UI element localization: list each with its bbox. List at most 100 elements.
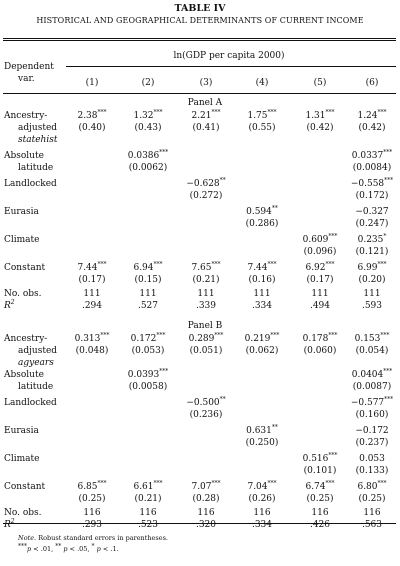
coefficient-cell: 6.92*** xyxy=(305,261,335,273)
row-label: Absolute xyxy=(4,370,44,380)
row-label: Ancestry- xyxy=(4,334,48,344)
panel-label: Panel A xyxy=(187,98,223,108)
coefficient-cell: 0.153*** xyxy=(354,332,390,344)
coefficient-cell: 1.24*** xyxy=(357,109,387,121)
coefficient-cell: 6.94*** xyxy=(133,261,163,273)
std-error-cell: (0.40) xyxy=(78,123,106,133)
coefficient-cell: 0.631** xyxy=(246,424,278,436)
std-error-cell: (0.048) xyxy=(75,346,109,356)
coefficient-cell: 0.0386*** xyxy=(127,149,169,161)
coefficient-cell: 0.053 xyxy=(359,454,385,464)
nobs-cell: 111 xyxy=(197,289,215,299)
dep-var-label-2: var. xyxy=(18,74,35,84)
std-error-cell: (0.25) xyxy=(306,494,334,504)
std-error-cell: (0.0062) xyxy=(128,163,168,173)
std-error-cell: (0.16) xyxy=(248,275,276,285)
table-note: Note. Robust standard errors in parenthe… xyxy=(18,534,168,542)
r-squared-cell: .293 xyxy=(81,520,103,530)
nobs-cell: 116 xyxy=(83,508,101,518)
coefficient-cell: 0.219*** xyxy=(244,332,280,344)
std-error-cell: (0.41) xyxy=(192,123,220,133)
std-error-cell: (0.051) xyxy=(189,346,223,356)
std-error-cell: (0.121) xyxy=(355,247,389,257)
spanner-rule xyxy=(66,66,396,67)
coefficient-cell: −0.500** xyxy=(186,396,226,408)
coefficient-cell: 0.609*** xyxy=(302,233,338,245)
r-squared-cell: .563 xyxy=(361,520,383,530)
row-label: latitude xyxy=(18,163,54,173)
coefficient-cell: 7.65*** xyxy=(191,261,221,273)
coefficient-cell: −0.628** xyxy=(186,177,226,189)
std-error-cell: (0.28) xyxy=(192,494,220,504)
spanner-header: ln(GDP per capita 2000) xyxy=(173,51,285,61)
std-error-cell: (0.0058) xyxy=(128,382,168,392)
column-header: (1) xyxy=(85,78,99,88)
coefficient-cell: 7.44*** xyxy=(247,261,277,273)
coefficient-cell: −0.172 xyxy=(355,426,389,436)
nobs-cell: 111 xyxy=(139,289,157,299)
r-squared-cell: .494 xyxy=(309,301,331,311)
std-error-cell: (0.053) xyxy=(131,346,165,356)
std-error-cell: (0.17) xyxy=(306,275,334,285)
coefficient-cell: 1.31*** xyxy=(305,109,335,121)
std-error-cell: (0.236) xyxy=(189,410,223,420)
coefficient-cell: 2.38*** xyxy=(77,109,107,121)
coefficient-cell: 6.99*** xyxy=(357,261,387,273)
table-title: TABLE IV xyxy=(174,3,226,14)
nobs-cell: 116 xyxy=(253,508,271,518)
std-error-cell: (0.096) xyxy=(303,247,337,257)
nobs-cell: 116 xyxy=(139,508,157,518)
row-label: Landlocked xyxy=(4,398,57,408)
table-subtitle: HISTORICAL AND GEOGRAPHICAL DETERMINANTS… xyxy=(36,16,364,25)
nobs-cell: 111 xyxy=(311,289,329,299)
std-error-cell: (0.55) xyxy=(248,123,276,133)
column-header: (3) xyxy=(199,78,213,88)
std-error-cell: (0.25) xyxy=(358,494,386,504)
std-error-cell: (0.43) xyxy=(134,123,162,133)
std-error-cell: (0.054) xyxy=(355,346,389,356)
coefficient-cell: 6.74*** xyxy=(305,480,335,492)
coefficient-cell: 0.0393*** xyxy=(127,368,169,380)
column-header: (6) xyxy=(365,78,379,88)
std-error-cell: (0.21) xyxy=(134,494,162,504)
column-header: (4) xyxy=(255,78,269,88)
std-error-cell: (0.062) xyxy=(245,346,279,356)
coefficient-cell: 7.44*** xyxy=(77,261,107,273)
nobs-cell: 116 xyxy=(197,508,215,518)
top-rule-2 xyxy=(3,40,396,41)
row-label: Landlocked xyxy=(4,179,57,189)
coefficient-cell: 7.07*** xyxy=(191,480,221,492)
r-squared-cell: .523 xyxy=(137,520,159,530)
std-error-cell: (0.20) xyxy=(358,275,386,285)
std-error-cell: (0.21) xyxy=(192,275,220,285)
row-label: agyears xyxy=(18,358,54,368)
row-label: adjusted xyxy=(18,123,58,133)
r-squared-cell: .339 xyxy=(195,301,217,311)
nobs-cell: 111 xyxy=(83,289,101,299)
r-squared-cell: .334 xyxy=(251,520,273,530)
column-header: (2) xyxy=(141,78,155,88)
coefficient-cell: 6.85*** xyxy=(77,480,107,492)
std-error-cell: (0.247) xyxy=(355,219,389,229)
coefficient-cell: 1.32*** xyxy=(133,109,163,121)
std-error-cell: (0.160) xyxy=(355,410,389,420)
std-error-cell: (0.172) xyxy=(355,191,389,201)
row-label: Constant xyxy=(4,482,46,492)
row-label: Climate xyxy=(4,454,40,464)
std-error-cell: (0.15) xyxy=(134,275,162,285)
std-error-cell: (0.101) xyxy=(303,466,337,476)
column-header: (5) xyxy=(313,78,327,88)
coefficient-cell: 0.235* xyxy=(357,233,387,245)
r-squared-cell: .294 xyxy=(81,301,103,311)
header-rule xyxy=(3,93,396,94)
coefficient-cell: 6.80*** xyxy=(357,480,387,492)
coefficient-cell: 6.61*** xyxy=(133,480,163,492)
row-label: latitude xyxy=(18,382,54,392)
coefficient-cell: 7.04*** xyxy=(247,480,277,492)
coefficient-cell: 0.0404*** xyxy=(351,368,393,380)
bottom-rule xyxy=(3,523,396,524)
std-error-cell: (0.25) xyxy=(78,494,106,504)
nobs-label: No. obs. xyxy=(4,508,42,518)
std-error-cell: (0.42) xyxy=(358,123,386,133)
std-error-cell: (0.060) xyxy=(303,346,337,356)
